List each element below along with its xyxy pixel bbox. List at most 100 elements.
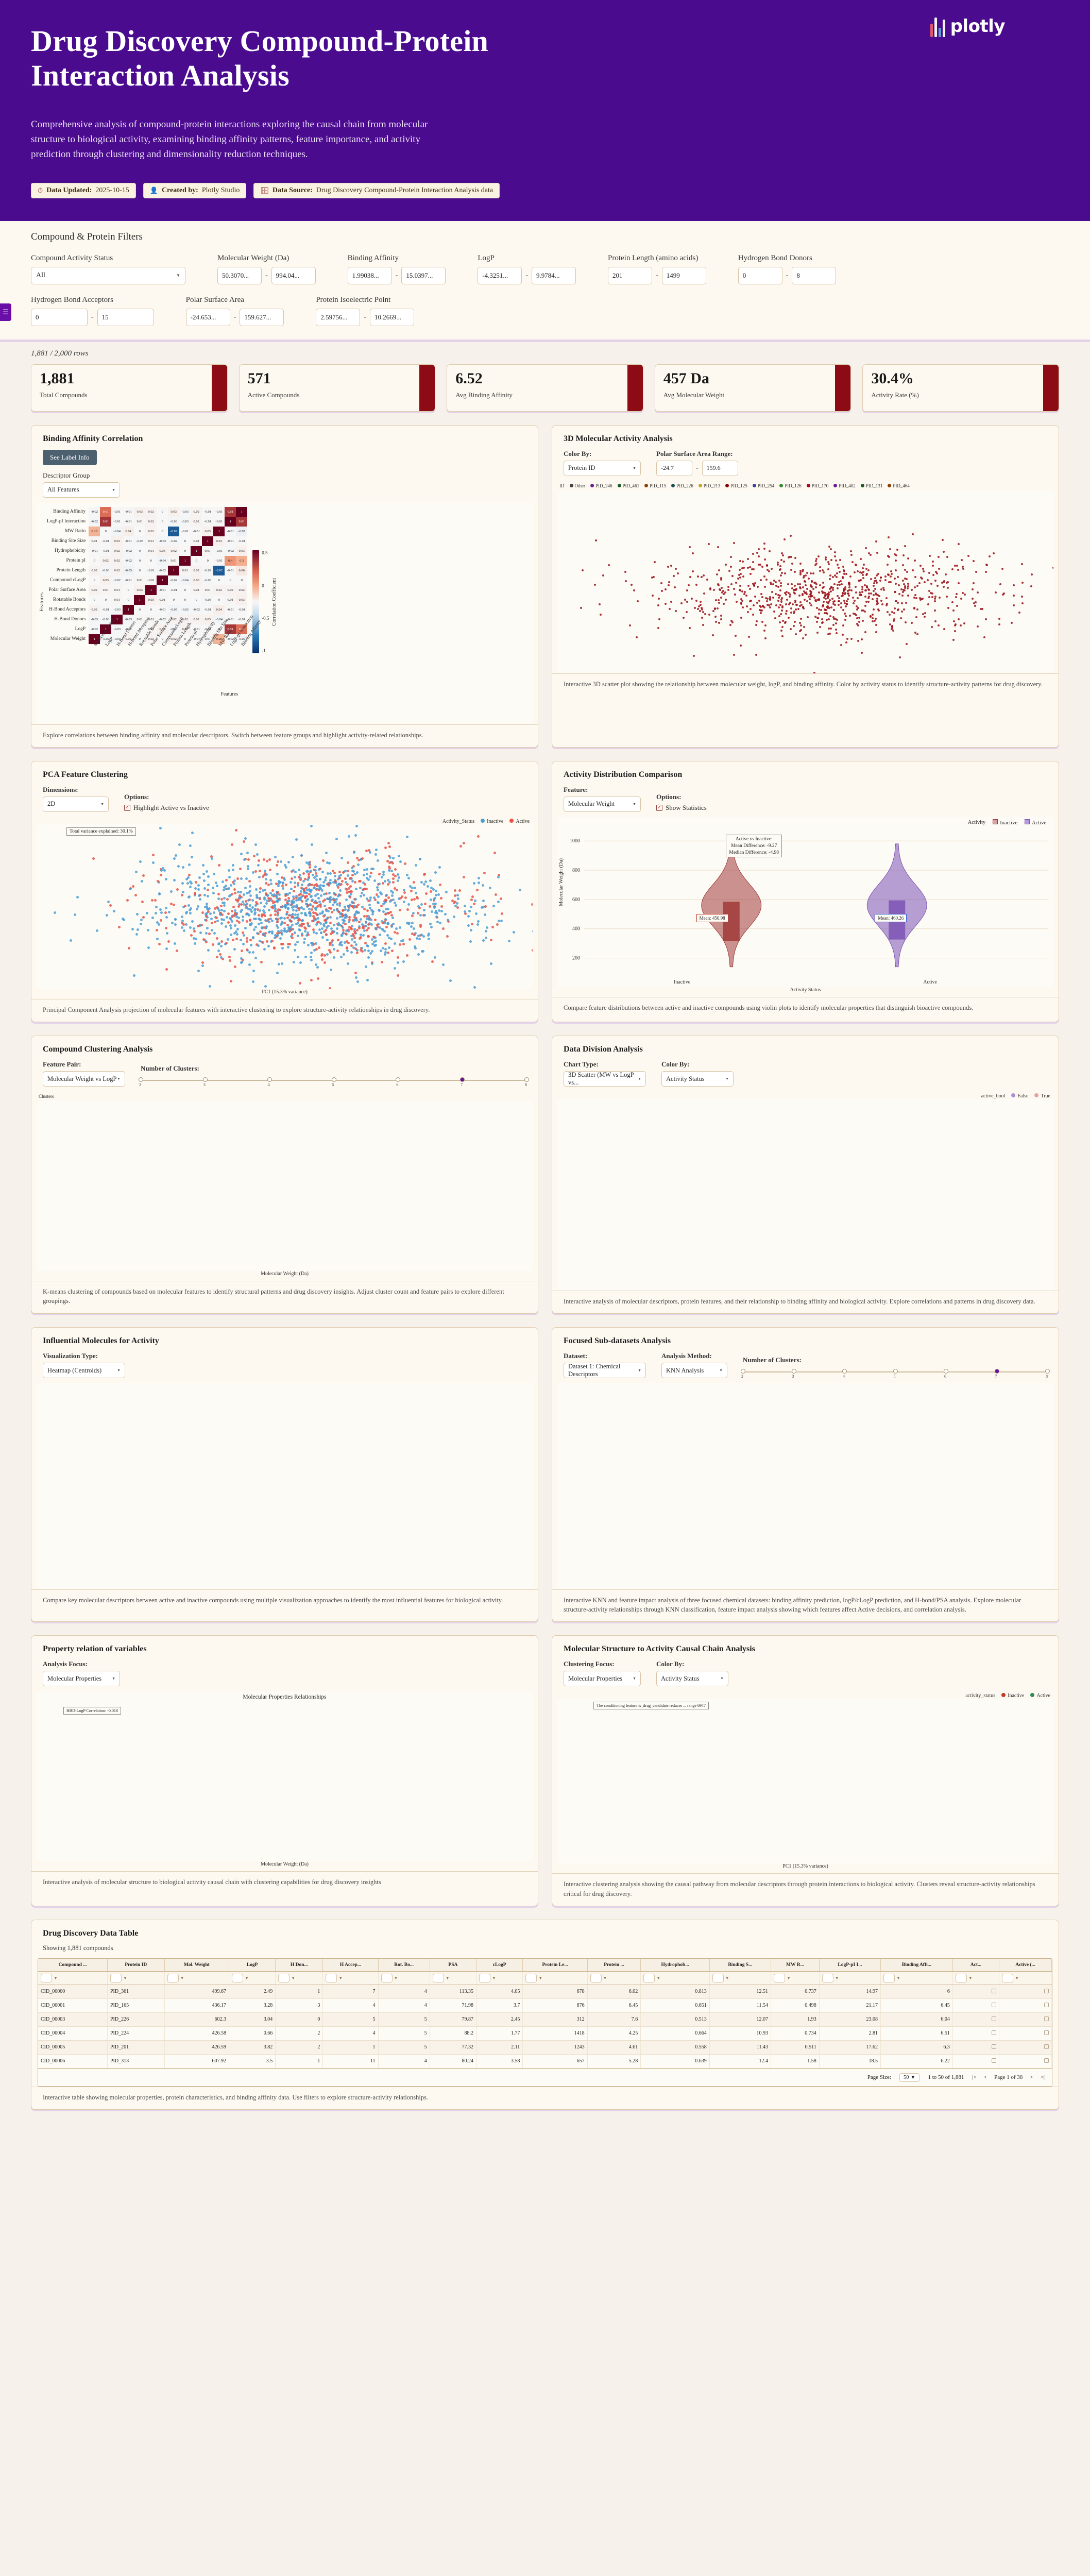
correlation-heatmap-chart[interactable]: Features Binding Affinity LogP-pI Interact… xyxy=(37,502,533,724)
property-scatter-chart[interactable]: Molecular Properties Relationships HBD-L… xyxy=(37,1691,533,1862)
legend-item-active[interactable]: Active xyxy=(1025,819,1046,826)
dataset-select[interactable]: Dataset 1: Chemical Descriptors ▼ xyxy=(564,1363,646,1379)
heatmap-cell[interactable]: 0.01 xyxy=(157,595,168,605)
knn-confusion-chart[interactable] xyxy=(557,1383,1053,1590)
psa-min-input[interactable]: -24.653... xyxy=(185,308,230,326)
heatmap-cell[interactable]: -0.01 xyxy=(168,585,180,595)
table-header-cell[interactable]: H Accep... xyxy=(322,1958,379,1972)
heatmap-cell[interactable]: -0.02 xyxy=(100,634,112,644)
row-checkbox[interactable] xyxy=(992,2002,997,2007)
table-row[interactable]: CID_00004 PID_224 426.58 0.66 2 4 5 88.2 1.77 141… xyxy=(38,2026,1052,2041)
heatmap-cell[interactable]: -0.02 xyxy=(225,546,236,556)
feature-pair-select[interactable]: Molecular Weight vs LogP ▼ xyxy=(43,1071,125,1087)
heatmap-cell[interactable]: -0.02 xyxy=(157,565,168,575)
row-checkbox[interactable] xyxy=(1044,1988,1049,1993)
heatmap-cell[interactable]: -0.01 xyxy=(100,604,112,615)
heatmap-cell[interactable]: 0.81 xyxy=(236,516,248,527)
mw-min-input[interactable]: 50.3070... xyxy=(217,266,262,284)
heatmap-cell[interactable]: -0.01 xyxy=(225,536,236,546)
heatmap-cell[interactable]: 0 xyxy=(179,546,191,556)
table-header-cell[interactable]: Act... xyxy=(952,1958,1000,1972)
heatmap-cell[interactable]: 0 xyxy=(213,624,225,634)
table-header-cell[interactable]: Protein ID xyxy=(107,1958,165,1972)
pi-max-input[interactable]: 10.2669... xyxy=(370,308,415,326)
column-filter-input[interactable] xyxy=(432,1973,444,1982)
descriptor-group-select[interactable]: All Features ▼ xyxy=(43,482,120,498)
heatmap-cell[interactable]: 0.03 xyxy=(134,585,146,595)
heatmap-cell[interactable]: 0.01 xyxy=(134,614,146,624)
legend-item-pid_226[interactable]: PID_226 xyxy=(671,483,693,488)
table-header-cell[interactable]: LogP xyxy=(229,1958,276,1972)
legend-item-pid_464[interactable]: PID_464 xyxy=(888,483,910,488)
page-size-select[interactable]: 50 ▼ xyxy=(899,2073,920,2082)
heatmap-cell[interactable]: 1 xyxy=(134,595,146,605)
heatmap-cell[interactable]: -0.01 xyxy=(225,604,236,615)
heatmap-cell[interactable]: 0 xyxy=(134,634,146,644)
heatmap-cell[interactable]: 0.4 xyxy=(225,555,236,566)
see-label-info-button[interactable]: See Label Info xyxy=(43,449,97,465)
table-header-cell[interactable]: Binding S... xyxy=(709,1958,771,1972)
heatmap-cell[interactable]: 1 xyxy=(191,546,202,556)
table-header-cell[interactable]: Hydrophob... xyxy=(640,1958,710,1972)
heatmap-cell[interactable]: -0.04 xyxy=(179,575,191,585)
slider-handle[interactable] xyxy=(791,1369,796,1374)
legend-item-pid_213[interactable]: PID_213 xyxy=(698,483,720,488)
column-filter-input[interactable] xyxy=(167,1973,179,1982)
table-header-cell[interactable]: PSA xyxy=(430,1958,477,1972)
heatmap-cell[interactable]: 0 xyxy=(89,595,100,605)
row-checkbox[interactable] xyxy=(992,2058,997,2063)
filter-icon[interactable]: ▼ xyxy=(445,1975,450,1980)
heatmap-cell[interactable]: -0.01 xyxy=(89,546,100,556)
column-filter-input[interactable] xyxy=(955,1973,967,1982)
heatmap-cell[interactable]: -0.01 xyxy=(191,624,202,634)
heatmap-cell[interactable]: 0 xyxy=(134,546,146,556)
table-row[interactable]: CID_00003 PID_226 602.3 3.04 0 5 5 79.87 2.45 312… xyxy=(38,2012,1052,2027)
heatmap-cell[interactable]: 0.01 xyxy=(145,536,157,546)
last-page-button[interactable]: >| xyxy=(1040,2074,1045,2081)
table-header-cell[interactable]: Protein ... xyxy=(587,1958,641,1972)
heatmap-cell[interactable]: 1 xyxy=(157,575,168,585)
heatmap-cell[interactable]: 1 xyxy=(213,526,225,536)
column-filter-input[interactable] xyxy=(1002,1973,1014,1982)
heatmap-cell[interactable]: -0.04 xyxy=(157,555,168,566)
legend-item-pid_254[interactable]: PID_254 xyxy=(752,483,774,488)
filter-icon[interactable]: ▼ xyxy=(180,1975,184,1980)
filter-icon[interactable]: ▼ xyxy=(1015,1975,1019,1980)
filter-icon[interactable]: ▼ xyxy=(54,1975,58,1980)
psa-max-input[interactable]: 159.627... xyxy=(240,308,284,326)
heatmap-cell[interactable]: 1 xyxy=(225,516,236,527)
heatmap-cell[interactable]: -0.01 xyxy=(111,506,123,517)
psa-range-min[interactable]: -24.7 xyxy=(656,460,692,476)
division-color-by-select[interactable]: Activity Status ▼ xyxy=(661,1071,734,1087)
heatmap-cell[interactable]: -0.03 xyxy=(111,604,123,615)
plen-max-input[interactable]: 1499 xyxy=(661,266,706,284)
heatmap-cell[interactable]: 0.01 xyxy=(145,614,157,624)
heatmap-cell[interactable]: 0.02 xyxy=(236,585,248,595)
legend-item-pid_461[interactable]: PID_461 xyxy=(617,483,639,488)
heatmap-cell[interactable]: -0.05 xyxy=(123,565,134,575)
slider-handle[interactable] xyxy=(460,1077,465,1082)
slider-handle[interactable] xyxy=(944,1369,948,1374)
heatmap-cell[interactable]: -0.02 xyxy=(225,634,236,644)
heatmap-cell[interactable]: -0.02 xyxy=(111,575,123,585)
heatmap-cells[interactable]: -0.02 0.61 -0.01 -0.01 0.03 0.02 0 0.03 -0.03 0.0… xyxy=(89,506,248,644)
heatmap-cell[interactable]: -0.02 xyxy=(89,624,100,634)
filter-icon[interactable]: ▼ xyxy=(244,1975,249,1980)
filter-icon[interactable]: ▼ xyxy=(656,1975,661,1980)
dimensions-select[interactable]: 2D ▼ xyxy=(43,796,109,812)
heatmap-cell[interactable]: -0.07 xyxy=(236,526,248,536)
heatmap-cell[interactable]: 0.01 xyxy=(145,546,157,556)
legend-item-pid_170[interactable]: PID_170 xyxy=(806,483,828,488)
table-pagination[interactable]: Page Size: 50 ▼ 1 to 50 of 1,881 |< < Pa… xyxy=(38,2068,1052,2086)
legend-item-other[interactable]: Other xyxy=(569,483,585,488)
heatmap-cell[interactable]: -0.01 xyxy=(123,506,134,517)
heatmap-cell[interactable]: 0 xyxy=(213,595,225,605)
filter-icon[interactable]: ▼ xyxy=(394,1975,398,1980)
heatmap-cell[interactable]: 0 xyxy=(157,634,168,644)
heatmap-cell[interactable]: -0.03 xyxy=(111,624,123,634)
filter-icon[interactable]: ▼ xyxy=(291,1975,296,1980)
next-page-button[interactable]: > xyxy=(1030,2074,1033,2081)
column-filter-input[interactable] xyxy=(822,1973,833,1982)
mw-max-input[interactable]: 994.04... xyxy=(271,266,316,284)
heatmap-cell[interactable]: -0.02 xyxy=(157,614,168,624)
